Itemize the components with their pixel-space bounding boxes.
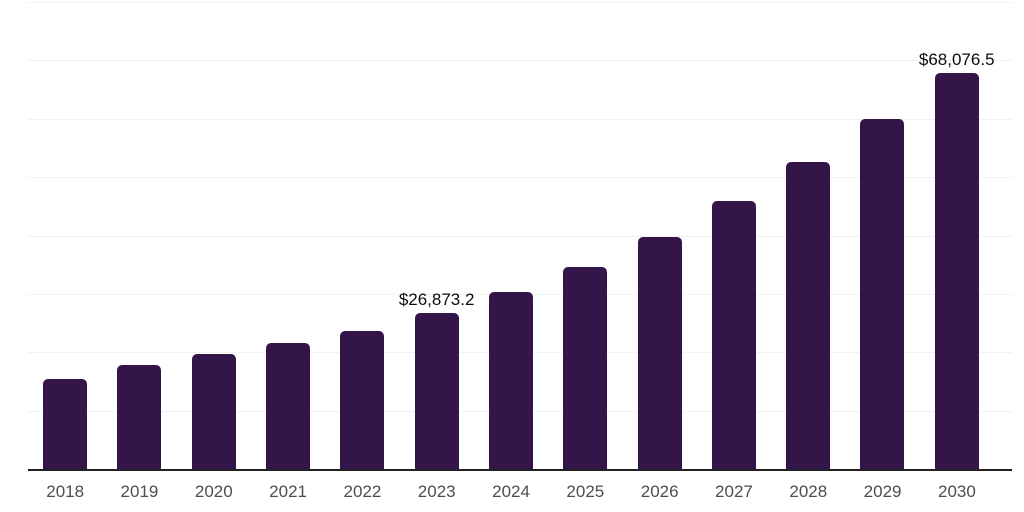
x-tick-label-2029: 2029 — [863, 482, 902, 501]
gridline — [28, 235, 1012, 237]
x-tick-label-2024: 2024 — [492, 482, 530, 501]
x-tick-label-2020: 2020 — [194, 482, 233, 501]
bar-2023 — [414, 313, 459, 470]
x-axis-line — [28, 469, 1012, 471]
bar-column-2026 — [637, 3, 682, 470]
bar-value-label-2023: $26,873.2 — [398, 290, 475, 310]
x-tick-label-2019: 2019 — [120, 482, 159, 501]
x-tick-label-2025: 2025 — [566, 482, 605, 501]
gridline — [28, 118, 1012, 120]
bar-column-2025 — [563, 3, 608, 470]
bar-2019 — [117, 364, 162, 470]
bar-2027 — [711, 200, 756, 470]
x-tick-label-2030: 2030 — [937, 482, 976, 501]
x-tick-label-2021: 2021 — [269, 482, 307, 501]
bar-column-2024 — [488, 3, 533, 470]
bar-2029 — [860, 119, 905, 470]
x-axis-labels: 2018 2019 2020 2021 2022 2023 2024 2025 2026 2027… — [28, 483, 994, 500]
bar-2020 — [191, 353, 236, 470]
x-tick-label-2022: 2022 — [343, 482, 382, 501]
gridline — [28, 2, 1012, 3]
bars-layer: $26,873.2 $68,076.5 — [28, 3, 995, 470]
x-tick-label-2023: 2023 — [417, 482, 456, 501]
bar-2021 — [266, 343, 311, 470]
x-tick-label-2026: 2026 — [640, 482, 679, 501]
bar-column-2022 — [340, 3, 385, 470]
bar-column-2021 — [266, 3, 311, 470]
bar-column-2023: $26,873.2 — [399, 3, 474, 470]
gridline — [28, 177, 1012, 179]
bar-2022 — [340, 331, 385, 470]
bar-2026 — [637, 237, 682, 470]
bar-column-2020 — [191, 3, 236, 470]
x-tick-label-2018: 2018 — [46, 482, 85, 501]
bar-2024 — [488, 291, 533, 470]
bar-column-2019 — [117, 3, 162, 470]
bar-column-2018 — [43, 3, 88, 470]
gridline — [28, 60, 1012, 62]
x-tick-label-2027: 2027 — [715, 482, 753, 501]
bar-2030 — [934, 72, 979, 470]
bar-column-2028 — [786, 3, 831, 470]
bar-2018 — [43, 378, 88, 470]
bar-column-2030: $68,076.5 — [919, 3, 995, 470]
bar-2028 — [786, 162, 831, 470]
x-tick-label-2028: 2028 — [789, 482, 828, 501]
bar-2025 — [563, 266, 608, 470]
bar-column-2029 — [860, 3, 905, 470]
bar-value-label-2030: $68,076.5 — [918, 49, 995, 69]
bar-column-2027 — [711, 3, 756, 470]
